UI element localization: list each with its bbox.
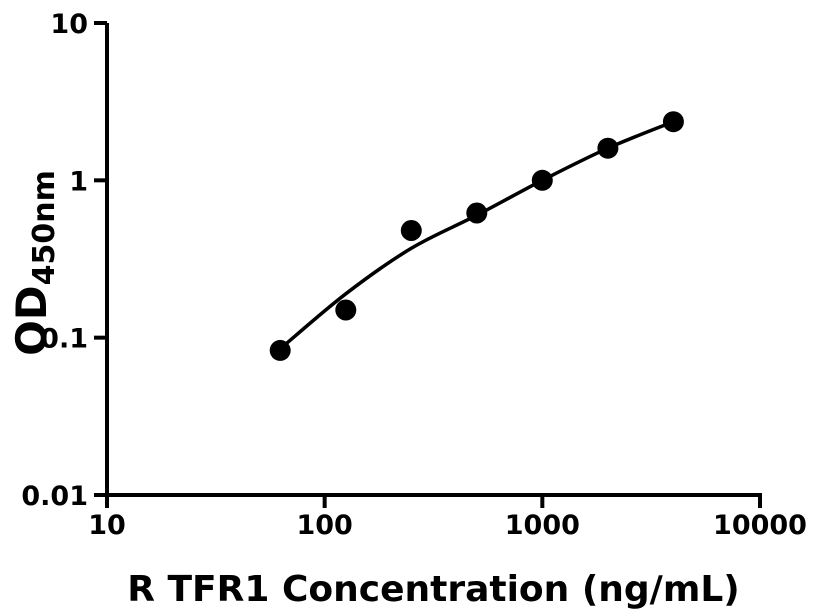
data-point [269, 339, 291, 361]
x-tick-label: 1000 [505, 510, 580, 541]
data-point [335, 299, 357, 321]
data-point [531, 169, 553, 191]
y-tick-label: 0.1 [40, 324, 88, 355]
x-tick-label: 100 [296, 510, 352, 541]
x-tick-label: 10000 [713, 510, 807, 541]
data-point [400, 220, 422, 241]
data-point [466, 202, 488, 224]
axis-spines [105, 23, 762, 497]
y-tick-label: 0.01 [21, 481, 88, 512]
y-axis-title: OD450nm [7, 170, 62, 356]
y-tick-label: 1 [69, 166, 88, 197]
data-point [597, 137, 619, 159]
x-axis-title: R TFR1 Concentration (ng/mL) [127, 569, 739, 610]
x-tick-label: 10 [88, 510, 126, 541]
data-point [662, 111, 684, 133]
y-tick-label: 10 [50, 9, 88, 40]
